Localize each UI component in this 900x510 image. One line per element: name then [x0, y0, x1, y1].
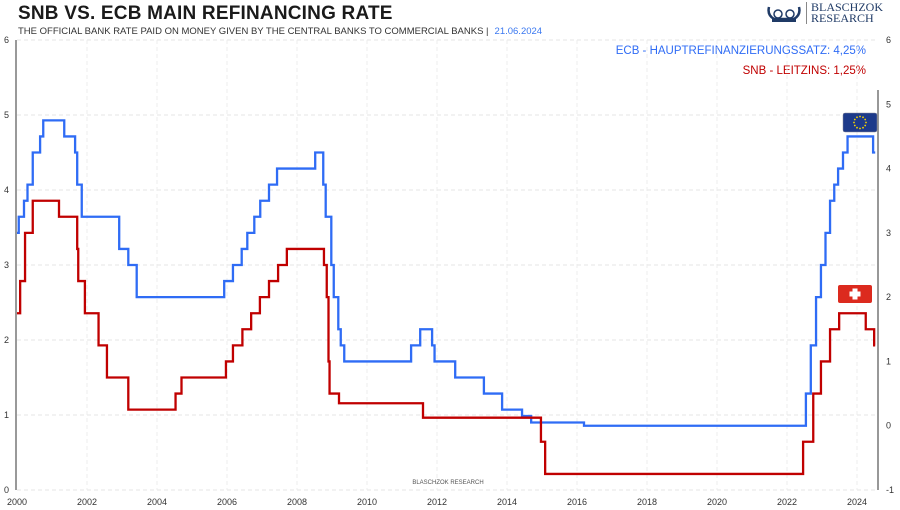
x-tick-label: 2016 [567, 497, 587, 507]
chart-subtitle: THE OFFICIAL BANK RATE PAID ON MONEY GIV… [18, 26, 542, 37]
legend-ecb: ECB - HAUPTREFINANZIERUNGSSATZ: 4,25% [615, 45, 866, 57]
x-tick-label: 2014 [497, 497, 517, 507]
right-tick-label: 2 [886, 292, 891, 302]
eu-flag-star [862, 126, 864, 129]
eu-flag-star [853, 124, 856, 127]
x-tick-label: 2024 [847, 497, 867, 507]
x-tick-label: 2022 [777, 497, 797, 507]
logo-line2: RESEARCH [811, 11, 874, 25]
x-tick-label: 2012 [427, 497, 447, 507]
left-tick-label: 4 [4, 185, 9, 195]
x-tick-label: 2010 [357, 497, 377, 507]
right-tick-label: 4 [886, 164, 891, 174]
swiss-flag-icon [838, 285, 872, 303]
watermark: BLASCHZOK RESEARCH [412, 480, 483, 486]
left-tick-label: 2 [4, 335, 9, 345]
eu-flag-star [864, 118, 867, 121]
snb-rate-line [17, 199, 876, 476]
left-tick-label: 0 [4, 485, 9, 495]
eu-flag-icon [842, 112, 878, 133]
left-tick-label: 5 [4, 110, 9, 120]
eu-flag-star [856, 116, 858, 119]
right-tick-label: 5 [886, 99, 891, 109]
x-tick-label: 2008 [287, 497, 307, 507]
eu-flag-bg [842, 112, 878, 133]
left-tick-label: 6 [4, 35, 9, 45]
eu-flag-star [859, 127, 861, 130]
eu-flag-star [862, 116, 864, 119]
logo-text: BLASCHZOK RESEARCH [806, 0, 884, 25]
eu-flag-star [859, 115, 861, 118]
swiss-cross-v [852, 288, 858, 300]
logo-line1: BLASCHZOK [811, 0, 884, 14]
subtitle-text: THE OFFICIAL BANK RATE PAID ON MONEY GIV… [18, 26, 489, 37]
swiss-cross-h [849, 291, 861, 297]
swiss-flag-bg [838, 285, 872, 303]
eu-flag-star [864, 124, 867, 127]
right-tick-label: 6 [886, 35, 891, 45]
x-tick-label: 2002 [77, 497, 97, 507]
brand-logo: BLASCHZOK RESEARCH [766, 0, 884, 25]
eu-flag-star [856, 126, 858, 129]
x-tick-label: 2020 [707, 497, 727, 507]
left-tick-label: 1 [4, 410, 9, 420]
left-tick-label: 3 [4, 260, 9, 270]
chart-title: SNB VS. ECB MAIN REFINANCING RATE [18, 3, 393, 24]
eu-flag-star [853, 118, 856, 121]
eu-flag-star [865, 121, 867, 124]
ecb-rate-line [17, 119, 876, 427]
eu-flag-star [853, 121, 855, 124]
right-tick-label: -1 [886, 485, 894, 495]
x-tick-label: 2000 [7, 497, 27, 507]
legend-snb: SNB - LEITZINS: 1,25% [742, 65, 866, 77]
right-tick-label: 0 [886, 421, 891, 431]
right-tick-label: 3 [886, 228, 891, 238]
right-tick-label: 1 [886, 356, 891, 366]
x-tick-label: 2004 [147, 497, 167, 507]
x-tick-label: 2018 [637, 497, 657, 507]
logo-scales-icon [767, 6, 801, 22]
chart-date: 21.06.2024 [494, 26, 543, 37]
x-tick-label: 2006 [217, 497, 237, 507]
